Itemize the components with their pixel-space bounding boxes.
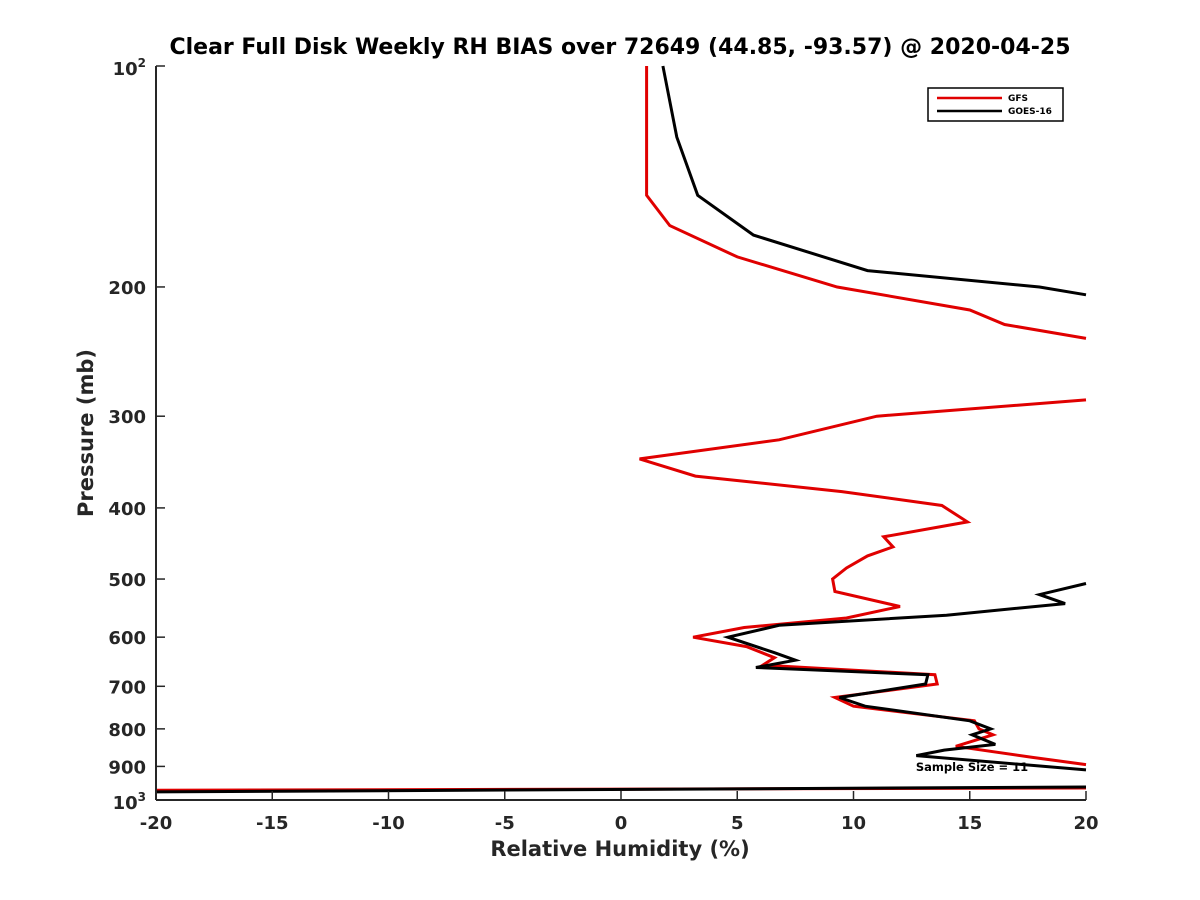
goes-16-line-segment-2 xyxy=(722,582,1087,772)
y-tick-label: 400 xyxy=(108,499,146,520)
legend-label-goes-16: GOES-16 xyxy=(1008,107,1052,117)
y-tick-label: 800 xyxy=(108,720,146,741)
y-tick-label: 700 xyxy=(108,677,146,698)
y-tick-label: 900 xyxy=(108,757,146,778)
x-tick-label: -10 xyxy=(372,813,405,834)
y-tick-label: 500 xyxy=(108,570,146,591)
y-tick-label: 200 xyxy=(108,278,146,299)
legend: GFS GOES-16 xyxy=(927,87,1064,122)
goes-16-line-segment-1 xyxy=(661,65,1087,297)
legend-box xyxy=(927,87,1064,122)
y-tick-label: 103 xyxy=(113,790,146,814)
y-tick-label: 102 xyxy=(113,56,146,80)
sample-size-annotation: Sample Size = 11 xyxy=(916,760,1028,774)
x-tick-label: 15 xyxy=(957,813,982,834)
gfs-line-segment-2 xyxy=(639,398,1087,767)
gfs-line-segment-1 xyxy=(645,66,1087,340)
y-axis-label: Pressure (mb) xyxy=(74,349,98,517)
x-tick-label: -5 xyxy=(495,813,515,834)
x-tick-label: -20 xyxy=(140,813,173,834)
x-tick-label: 0 xyxy=(615,813,628,834)
plot-area xyxy=(155,65,1087,794)
chart-title: Clear Full Disk Weekly RH BIAS over 7264… xyxy=(169,35,1070,60)
x-tick-label: -15 xyxy=(256,813,289,834)
axes: -20 -15 -10 -5 0 5 10 15 20 102 200 300 400 500 600 700… xyxy=(108,56,1098,834)
y-tick-label: 300 xyxy=(108,407,146,428)
x-tick-label: 20 xyxy=(1073,813,1098,834)
legend-label-gfs: GFS xyxy=(1008,94,1028,104)
x-tick-label: 5 xyxy=(731,813,744,834)
x-tick-label: 10 xyxy=(841,813,866,834)
y-tick-label: 600 xyxy=(108,628,146,649)
goes-16-line-segment-3 xyxy=(155,785,1087,794)
x-axis-label: Relative Humidity (%) xyxy=(490,837,749,861)
